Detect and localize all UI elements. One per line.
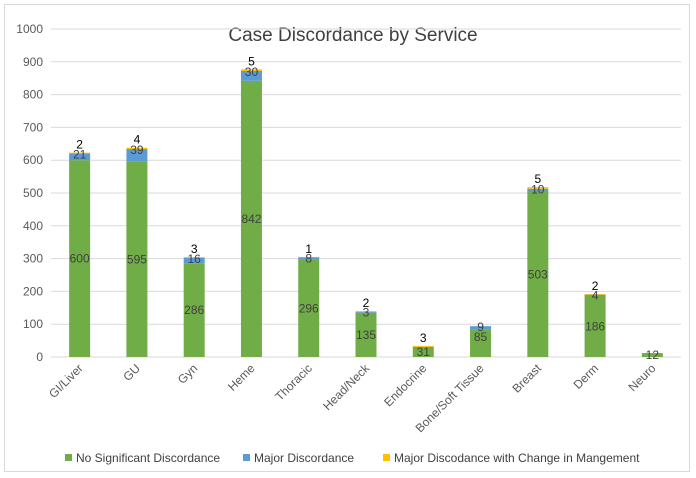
data-label: 39 xyxy=(130,143,144,157)
legend-label: Major Discordance xyxy=(254,451,354,465)
bar-segment xyxy=(69,152,91,154)
x-tick-label: Head/Neck xyxy=(320,361,373,414)
data-label: 8 xyxy=(305,251,312,265)
bar-segment xyxy=(412,345,434,347)
y-tick-label: 400 xyxy=(23,219,43,233)
legend-swatch xyxy=(65,454,72,461)
bar-segment xyxy=(298,256,320,258)
bar-segment xyxy=(470,326,492,330)
data-label: 5 xyxy=(248,54,255,68)
data-label: 5 xyxy=(534,172,541,186)
x-tick-label: Neuro xyxy=(625,361,658,394)
data-label: 503 xyxy=(528,268,548,282)
data-label: 1 xyxy=(305,242,312,256)
bar-segment xyxy=(183,257,205,264)
y-tick-label: 1000 xyxy=(16,22,43,36)
bar-segment xyxy=(355,311,377,313)
y-tick-label: 900 xyxy=(23,55,43,69)
x-tick-label: Endocrine xyxy=(381,361,429,409)
x-axis-ticks: GI/Liver GU Gyn Heme Thoracic Head/Neck Endocr… xyxy=(46,361,659,436)
bars xyxy=(69,69,663,357)
bar-segment xyxy=(240,70,262,81)
chart-frame: Case Discordance by Service 0 100 200 300 40… xyxy=(4,4,690,472)
bar-segment xyxy=(584,294,606,296)
data-label: 600 xyxy=(70,252,90,266)
bar-segment xyxy=(240,80,262,357)
bar-segment xyxy=(183,263,205,357)
y-tick-label: 0 xyxy=(36,350,43,364)
legend-label: Major Discodance with Change in Mangemen… xyxy=(394,451,640,465)
bar-segment xyxy=(298,257,320,260)
bar-segment xyxy=(126,147,148,150)
y-tick-label: 600 xyxy=(23,153,43,167)
x-tick-label: Gyn xyxy=(175,361,200,386)
bar-segment xyxy=(126,149,148,162)
bar-segment xyxy=(69,153,91,161)
x-tick-label: Derm xyxy=(571,361,602,392)
data-label: 186 xyxy=(585,319,605,333)
bar-segment xyxy=(641,353,663,357)
bar-segment xyxy=(527,188,549,193)
data-label: 2 xyxy=(592,279,599,293)
bar-segment xyxy=(126,161,148,357)
x-tick-label: Thoracic xyxy=(272,361,314,403)
bar-segment xyxy=(355,311,377,312)
y-tick-label: 800 xyxy=(23,88,43,102)
data-label: 12 xyxy=(646,348,660,362)
bar-segment xyxy=(412,346,434,357)
data-label: 3 xyxy=(363,306,370,320)
data-label: 4 xyxy=(592,289,599,303)
x-tick-label: GI/Liver xyxy=(46,361,86,401)
data-label: 30 xyxy=(245,65,259,79)
chart-title: Case Discordance by Service xyxy=(228,25,477,46)
legend-label: No Significant Discordance xyxy=(76,451,220,465)
data-label: 3 xyxy=(191,242,198,256)
bar-segment xyxy=(584,294,606,295)
legend: No Significant Discordance Major Discorda… xyxy=(65,451,640,465)
y-tick-label: 300 xyxy=(23,252,43,266)
data-label: 4 xyxy=(134,133,141,147)
y-axis-ticks: 0 100 200 300 400 500 600 700 800 900 1000 xyxy=(16,22,43,364)
bar-segment xyxy=(69,160,91,357)
data-label: 10 xyxy=(531,183,545,197)
chart: Case Discordance by Service 010020030040… xyxy=(16,22,681,465)
x-tick-label: GU xyxy=(120,361,143,384)
data-label: 21 xyxy=(73,147,87,161)
bar-segment xyxy=(470,329,492,357)
data-label: 9 xyxy=(477,320,484,334)
data-label: 3 xyxy=(420,331,427,345)
data-label: 296 xyxy=(299,301,319,315)
data-label: 842 xyxy=(241,212,261,226)
bar-segment xyxy=(240,69,262,71)
data-label: 135 xyxy=(356,328,376,342)
legend-swatch xyxy=(243,454,250,461)
data-label: 2 xyxy=(76,138,83,152)
data-label: 595 xyxy=(127,252,147,266)
x-tick-label: Breast xyxy=(510,361,545,396)
bar-segment xyxy=(183,256,205,258)
y-tick-label: 500 xyxy=(23,186,43,200)
gridlines xyxy=(51,28,681,358)
bar-segment xyxy=(355,312,377,357)
legend-swatch xyxy=(383,454,390,461)
data-label: 286 xyxy=(184,303,204,317)
data-label: 85 xyxy=(474,330,488,344)
bar-segment xyxy=(527,192,549,357)
y-tick-label: 100 xyxy=(23,317,43,331)
bar-segment xyxy=(527,187,549,189)
bar-segment xyxy=(298,259,320,357)
x-tick-label: Heme xyxy=(225,361,258,394)
data-label: 31 xyxy=(417,345,431,359)
bar-segment xyxy=(584,295,606,357)
data-label: 2 xyxy=(363,296,370,310)
y-tick-label: 200 xyxy=(23,284,43,298)
data-label: 16 xyxy=(188,252,202,266)
y-tick-label: 700 xyxy=(23,120,43,134)
